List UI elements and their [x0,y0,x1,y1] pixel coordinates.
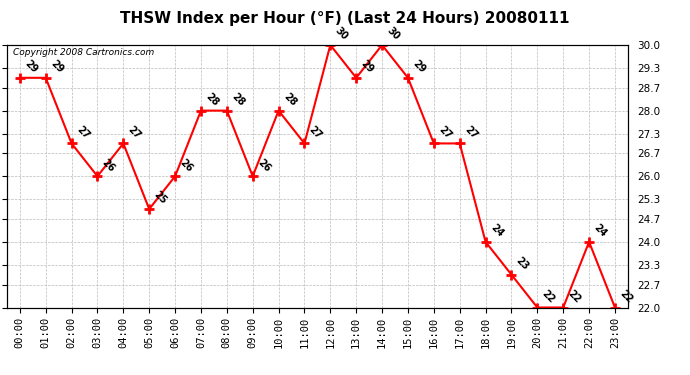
Text: THSW Index per Hour (°F) (Last 24 Hours) 20080111: THSW Index per Hour (°F) (Last 24 Hours)… [120,11,570,26]
Text: 27: 27 [462,124,479,141]
Text: 30: 30 [385,26,402,42]
Text: Copyright 2008 Cartronics.com: Copyright 2008 Cartronics.com [13,48,155,57]
Text: 25: 25 [152,190,168,206]
Text: 22: 22 [540,288,557,305]
Text: 27: 27 [437,124,453,141]
Text: 28: 28 [230,91,246,108]
Text: 22: 22 [618,288,634,305]
Text: 26: 26 [100,157,117,174]
Text: 22: 22 [566,288,582,305]
Text: 26: 26 [178,157,195,174]
Text: 29: 29 [359,58,375,75]
Text: 27: 27 [75,124,91,141]
Text: 29: 29 [23,58,39,75]
Text: 24: 24 [592,222,609,239]
Text: 30: 30 [333,26,350,42]
Text: 29: 29 [48,58,65,75]
Text: 23: 23 [514,255,531,272]
Text: 28: 28 [204,91,220,108]
Text: 27: 27 [126,124,143,141]
Text: 26: 26 [255,157,272,174]
Text: 24: 24 [489,222,505,239]
Text: 28: 28 [282,91,298,108]
Text: 29: 29 [411,58,427,75]
Text: 27: 27 [307,124,324,141]
